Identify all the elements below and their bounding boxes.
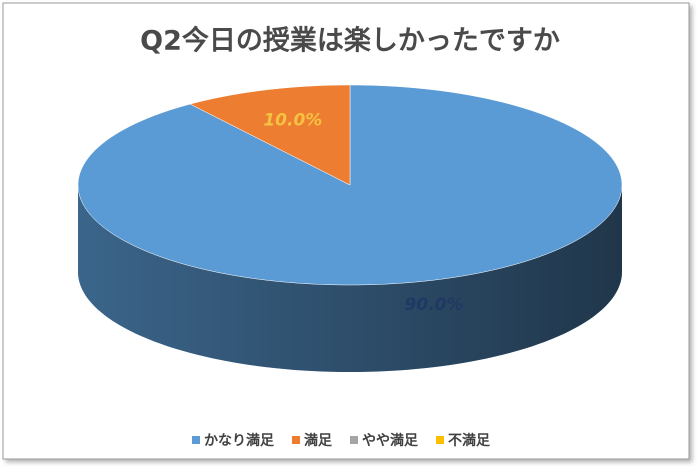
legend-swatch (436, 436, 444, 444)
legend-swatch (350, 436, 358, 444)
legend-label: かなり満足 (204, 432, 275, 449)
slice-side-shade (78, 185, 622, 372)
legend-swatch (192, 436, 200, 444)
chart-title: Q2今日の授業は楽しかったですか (140, 25, 560, 57)
legend-swatch (292, 436, 300, 444)
legend-label: やや満足 (362, 432, 419, 449)
legend-label: 不満足 (448, 432, 491, 449)
data-label: 10.0% (263, 110, 322, 130)
legend-label: 満足 (304, 432, 333, 449)
slice (189, 84, 351, 186)
data-label: 90.0% (405, 295, 464, 315)
